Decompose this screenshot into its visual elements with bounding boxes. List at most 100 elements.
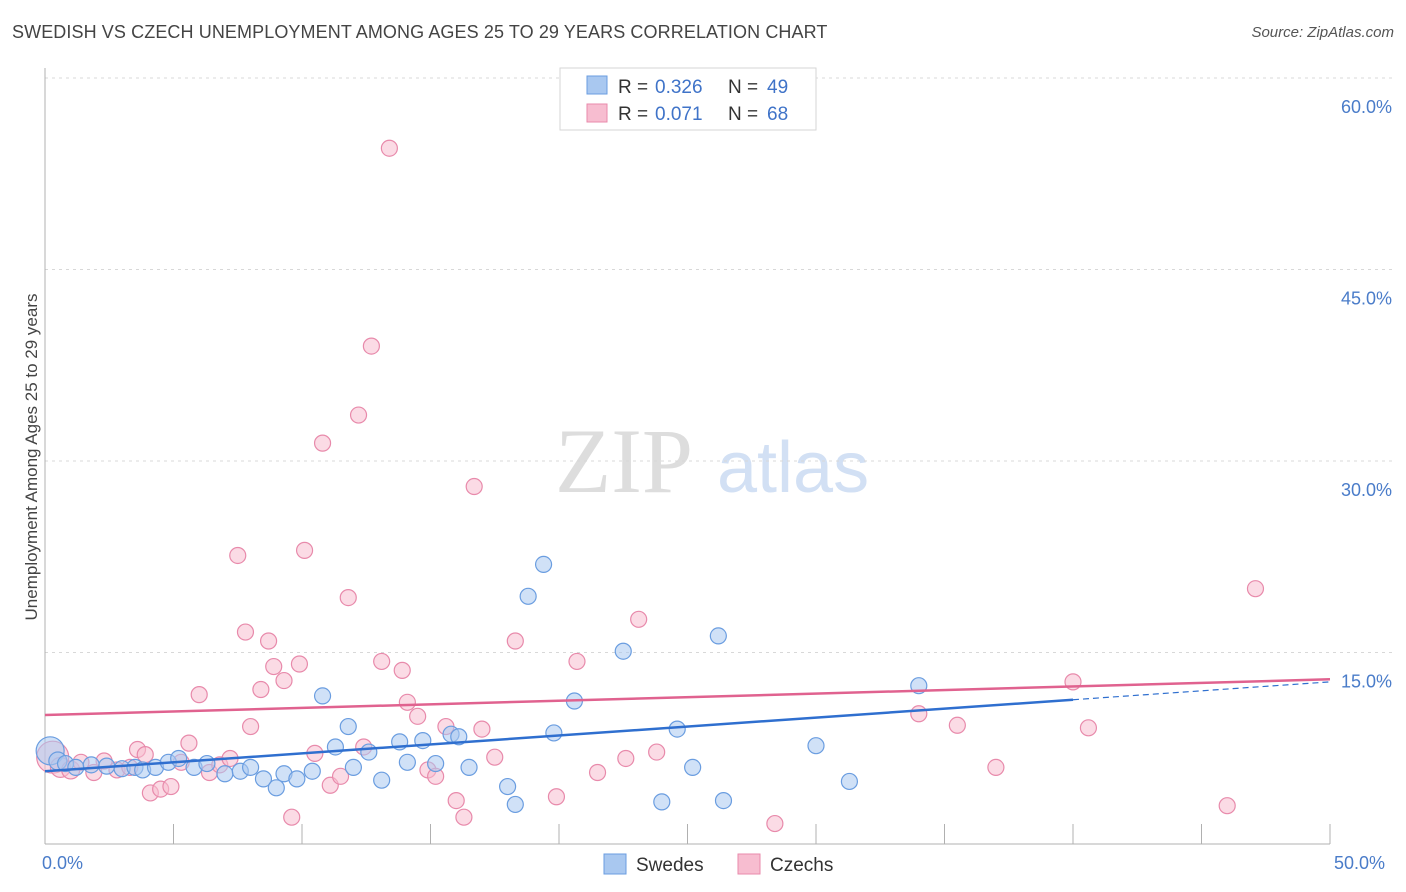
legend-czechs-r-value: 0.071	[655, 104, 703, 125]
legend-swedes-n-label: N =	[728, 77, 763, 98]
swedes-point-45	[709, 627, 727, 645]
x-tick-label-end: 50.0%	[1334, 853, 1385, 873]
czechs-point-48	[473, 720, 491, 738]
czechs-point-14	[180, 734, 198, 752]
czechs-trend-line	[44, 678, 1331, 717]
y-tick-label-45: 45.0%	[1341, 289, 1392, 309]
swedes-point-14	[216, 765, 234, 783]
czechs-point-33	[339, 589, 357, 607]
czechs-point-63	[1218, 797, 1236, 815]
watermark-atlas: atlas	[717, 428, 869, 508]
swedes-point-27	[373, 771, 391, 789]
swedes-point-16	[242, 758, 260, 777]
czechs-point-30	[313, 434, 332, 452]
czechs-point-34	[349, 406, 368, 424]
legend-swedes-r-label: R =	[618, 77, 653, 98]
y-tick-label-15: 15.0%	[1341, 672, 1392, 692]
swedes-point-21	[303, 762, 321, 780]
swedes-point-31	[427, 754, 445, 773]
czechs-point-22	[252, 680, 270, 699]
czechs-point-54	[617, 749, 635, 768]
swedes-point-46	[714, 791, 733, 810]
czechs-point-23	[259, 632, 278, 650]
czechs-point-38	[380, 139, 398, 157]
czechs-point-45	[447, 791, 465, 810]
czechs-point-37	[373, 652, 391, 671]
czechs-point-41	[409, 707, 427, 725]
czechs-point-39	[393, 661, 411, 679]
czechs-point-46	[455, 808, 473, 826]
legend-swedes-n-value: 49	[767, 77, 788, 98]
swedes-point-36	[506, 795, 524, 814]
swedes-point-41	[614, 642, 632, 660]
czechs-point-26	[283, 808, 301, 826]
y-tick-labels: 15.0% 30.0% 45.0% 60.0%	[1341, 97, 1392, 692]
czechs-point-58	[910, 705, 928, 723]
swedes-point-33	[450, 728, 468, 746]
bottom-legend-swatch-czechs	[737, 853, 761, 875]
czechs-point-40	[398, 693, 416, 711]
swedes-point-3	[67, 758, 85, 777]
legend: R = 0.326 N = 49 R = 0.071 N = 68	[559, 67, 817, 131]
czechs-point-12	[162, 777, 180, 796]
legend-czechs-n-label: N =	[728, 104, 763, 125]
bottom-legend: Swedes Czechs	[603, 853, 833, 876]
swedes-point-25	[344, 758, 362, 777]
swedes-point-29	[398, 753, 416, 771]
swedes-point-39	[545, 724, 563, 742]
czechs-point-53	[588, 763, 607, 782]
bottom-legend-label-czechs: Czechs	[770, 855, 833, 876]
legend-swedes-r-value: 0.326	[655, 77, 703, 98]
swedes-point-47	[807, 737, 825, 755]
czechs-point-21	[242, 717, 260, 736]
y-tick-label-60: 60.0%	[1341, 97, 1392, 117]
swedes-point-18	[267, 779, 285, 797]
legend-czechs-n-value: 68	[767, 104, 788, 125]
swedes-point-20	[288, 770, 306, 788]
czechs-point-27	[290, 655, 309, 673]
czechs-point-24	[265, 657, 283, 676]
swedes-point-48	[840, 772, 859, 791]
czechs-point-64	[1246, 580, 1265, 598]
y-axis-label: Unemployment Among Ages 25 to 29 years	[22, 294, 41, 621]
trend-lines	[44, 678, 1331, 773]
swedes-point-24	[339, 717, 357, 736]
czechs-point-62	[1079, 719, 1098, 737]
bottom-legend-swatch-swedes	[603, 853, 627, 875]
source-label: Source: ZipAtlas.com	[1251, 24, 1394, 41]
czechs-point-50	[506, 632, 524, 650]
legend-swatch-swedes	[586, 75, 608, 95]
czechs-point-57	[766, 814, 784, 833]
czechs-point-55	[630, 610, 648, 628]
swedes-point-11	[170, 749, 188, 768]
swedes-point-35	[499, 777, 517, 796]
swedes-point-4	[82, 756, 100, 774]
swedes-points	[35, 555, 928, 814]
chart-title: SWEDISH VS CZECH UNEMPLOYMENT AMONG AGES…	[12, 22, 828, 42]
czechs-point-47	[465, 477, 483, 496]
czechs-point-36	[362, 337, 380, 355]
czechs-point-52	[568, 652, 586, 671]
czechs-point-32	[331, 767, 350, 785]
czechs-point-19	[229, 546, 247, 565]
swedes-point-38	[534, 555, 553, 574]
swedes-point-13	[198, 754, 216, 773]
swedes-point-22	[313, 687, 332, 705]
czechs-point-60	[987, 758, 1005, 777]
czechs-point-59	[948, 716, 966, 734]
gridlines	[45, 77, 1392, 653]
x-tick-label-start: 0.0%	[42, 853, 83, 873]
czechs-point-15	[190, 686, 208, 704]
czechs-point-28	[295, 541, 314, 559]
czechs-point-49	[486, 748, 504, 766]
swedes-point-34	[460, 758, 478, 777]
legend-swatch-czechs	[586, 103, 608, 123]
swedes-trend-line	[44, 698, 1074, 773]
y-tick-label-30: 30.0%	[1341, 480, 1392, 500]
x-ticks	[44, 824, 1331, 844]
swedes-point-37	[519, 587, 537, 605]
watermark-zip: ZIP	[555, 410, 693, 512]
swedes-point-42	[653, 793, 671, 811]
swedes-point-43	[668, 720, 686, 738]
